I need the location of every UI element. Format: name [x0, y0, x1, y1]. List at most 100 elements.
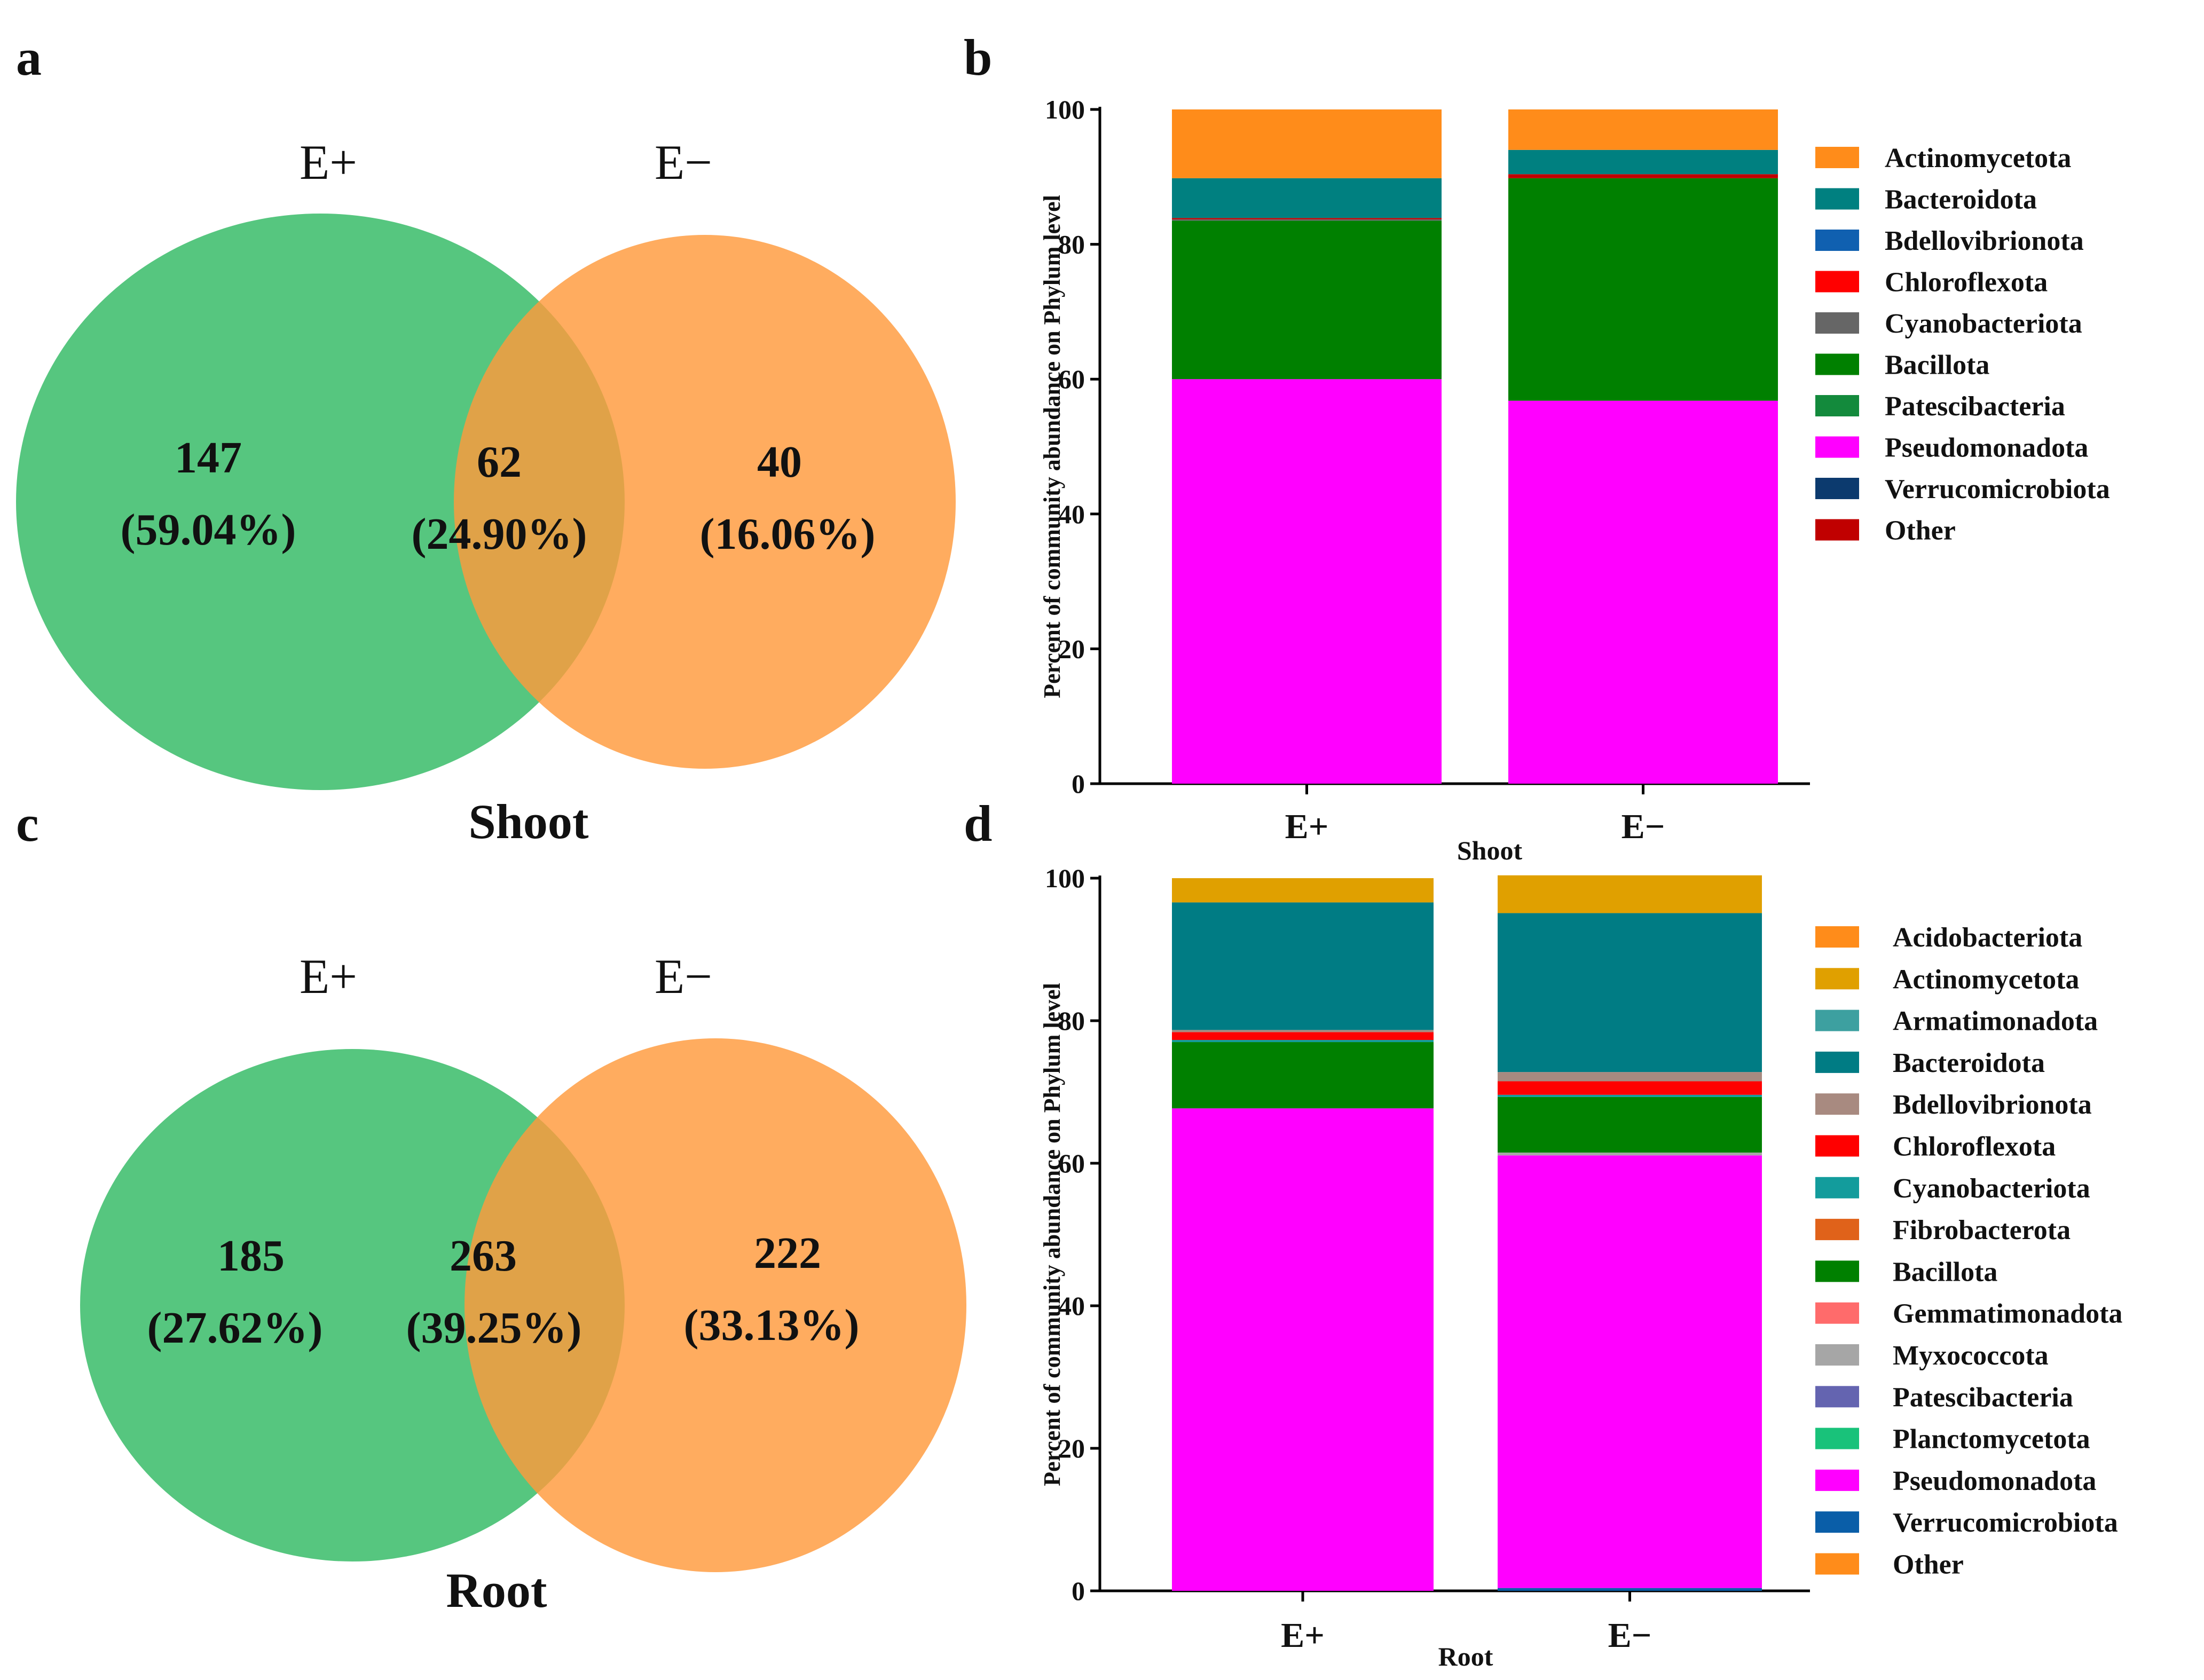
chart-b-ytick-label-0: 0: [1072, 769, 1085, 799]
chart-d-bar-0-cyanobacteriota: [1172, 1040, 1434, 1043]
chart-b-legend-swatch-patescibacteria: [1815, 395, 1859, 416]
chart-d-xtick-label-0: E+: [1281, 1616, 1325, 1655]
chart-b-legend-label-cyanobacteriota: Cyanobacteriota: [1885, 309, 2082, 339]
chart-d-xlabel: Root: [1438, 1642, 1493, 1671]
venn-a-right-pct: (16.06%): [700, 509, 876, 559]
venn-a-left-count: 147: [175, 433, 242, 483]
chart-b-bar-0-actinomycetota: [1172, 109, 1442, 178]
chart-b-bar-1-actinomycetota: [1508, 109, 1778, 150]
chart-d-bar-1-pseudomonadota: [1498, 1155, 1762, 1588]
chart-b-xlabel: Shoot: [1457, 835, 1523, 865]
chart-b-legend-swatch-cyanobacteriota: [1815, 312, 1859, 334]
venn-c-shared-count: 263: [450, 1231, 517, 1281]
chart-b-ylabel: Percent of community abundance on Phylum…: [1039, 195, 1065, 698]
venn-a-set-left-label: E+: [300, 135, 357, 190]
chart-b-xtick-label-1: E−: [1621, 807, 1665, 846]
chart-d-legend-swatch-actinomycetota: [1815, 968, 1859, 990]
chart-d-ytick-label-40: 40: [1058, 1291, 1085, 1321]
chart-b-legend-label-chloroflexota: Chloroflexota: [1885, 267, 2048, 298]
chart-d-legend-swatch-armatimonadota: [1815, 1009, 1859, 1031]
chart-b-legend-label-bacillota: Bacillota: [1885, 350, 1989, 381]
panel-letter-d: d: [964, 795, 992, 852]
chart-d-legend-swatch-fibrobacterota: [1815, 1219, 1859, 1241]
chart-d-legend-label-verrucomicrobiota: Verrucomicrobiota: [1893, 1508, 2118, 1538]
chart-d-bar-0-bacillota: [1172, 1042, 1434, 1109]
chart-d-legend-swatch-acidobacteriota: [1815, 926, 1859, 948]
venn-c-right-circle: [465, 1038, 966, 1572]
chart-d-legend-label-acidobacteriota: Acidobacteriota: [1893, 922, 2082, 953]
chart-d-legend-label-planctomycetota: Planctomycetota: [1893, 1424, 2090, 1455]
chart-d-bar-0-bacteroidota: [1172, 902, 1434, 1030]
venn-a-shared-count: 62: [477, 437, 522, 487]
venn-c-right-count: 222: [754, 1228, 821, 1278]
venn-a-left-pct: (59.04%): [121, 505, 296, 555]
chart-d-legend-swatch-cyanobacteriota: [1815, 1177, 1859, 1198]
chart-b-legend-swatch-bacillota: [1815, 353, 1859, 375]
venn-a-title: Shoot: [469, 794, 589, 849]
chart-d-ytick-label-0: 0: [1072, 1576, 1085, 1606]
chart-d-legend-label-pseudomonadota: Pseudomonadota: [1893, 1466, 2096, 1496]
chart-b-legend-label-pseudomonadota: Pseudomonadota: [1885, 433, 2088, 463]
chart-b-legend-label-other: Other: [1885, 516, 1956, 546]
chart-d-bar-0-bdellovibrionota: [1172, 1030, 1434, 1032]
chart-b-legend-swatch-actinomycetota: [1815, 147, 1859, 168]
chart-b-bar-0-cyanobacteriota: [1172, 219, 1442, 221]
chart-d-bar-1-verrucomicrobiota: [1498, 1588, 1762, 1591]
chart-b-ytick-label-20: 20: [1058, 634, 1085, 664]
venn-a-left-circle: [16, 214, 625, 790]
chart-b-bar-1-bacillota: [1508, 178, 1778, 401]
venn-c-left-circle: [80, 1049, 625, 1561]
chart-b-legend-swatch-chloroflexota: [1815, 271, 1859, 293]
chart-d-bar-1-bacteroidota: [1498, 913, 1762, 1072]
chart-b-legend-label-actinomycetota: Actinomycetota: [1885, 143, 2071, 173]
chart-d-bar-0-chloroflexota: [1172, 1032, 1434, 1040]
chart-b-legend-label-verrucomicrobiota: Verrucomicrobiota: [1885, 474, 2110, 504]
chart-d-legend-label-chloroflexota: Chloroflexota: [1893, 1132, 2056, 1162]
panel-c: c E+ E− 185 (27.62%) 263 (39.25%) 222 (3…: [16, 795, 966, 1618]
chart-b-bar-0-bacteroidota: [1172, 178, 1442, 218]
panel-letter-c: c: [16, 795, 39, 852]
chart-d-legend-label-armatimonadota: Armatimonadota: [1893, 1006, 2098, 1037]
chart-d-legend-label-other: Other: [1893, 1550, 1964, 1580]
venn-c-set-right-label: E−: [655, 949, 712, 1004]
panel-letter-b: b: [964, 29, 992, 86]
chart-d-root: 0 20 40 60 80 100 Percent of community abundan…: [1039, 863, 2122, 1671]
chart-d-legend-label-bacillota: Bacillota: [1893, 1257, 1997, 1287]
venn-c-title: Root: [446, 1563, 547, 1618]
chart-d-legend-label-patescibacteria: Patescibacteria: [1893, 1382, 2073, 1413]
chart-d-bar-1-chloroflexota: [1498, 1081, 1762, 1095]
chart-d-legend-swatch-pseudomonadota: [1815, 1469, 1859, 1491]
chart-d-legend-swatch-bdellovibrionota: [1815, 1093, 1859, 1115]
chart-d-xtick-label-1: E−: [1608, 1616, 1652, 1655]
venn-c-set-left-label: E+: [300, 949, 357, 1004]
chart-d-ytick-label-80: 80: [1058, 1006, 1085, 1036]
chart-b-legend-label-bacteroidota: Bacteroidota: [1885, 185, 2037, 215]
venn-c-shared-pct: (39.25%): [406, 1303, 582, 1353]
chart-d-bar-1-actinomycetota: [1498, 875, 1762, 913]
chart-d-bar-1-bacillota: [1498, 1097, 1762, 1153]
chart-d-bar-1-cyanobacteriota: [1498, 1094, 1762, 1097]
chart-d-legend-label-bacteroidota: Bacteroidota: [1893, 1048, 2045, 1078]
chart-d-legend-label-gemmatimonadota: Gemmatimonadota: [1893, 1299, 2122, 1329]
panel-letter-a: a: [16, 29, 42, 86]
chart-d-bar-0-actinomycetota: [1172, 878, 1434, 903]
chart-d-ytick-label-100: 100: [1045, 863, 1085, 893]
chart-b-bar-0-other: [1172, 218, 1442, 219]
venn-c-left-count: 185: [217, 1231, 285, 1281]
chart-b-bar-1-pseudomonadota: [1508, 400, 1778, 784]
chart-b-ytick-label-60: 60: [1058, 364, 1085, 394]
chart-d-legend-swatch-other: [1815, 1553, 1859, 1575]
chart-b-legend-swatch-pseudomonadota: [1815, 436, 1859, 458]
chart-d-legend-swatch-bacillota: [1815, 1260, 1859, 1282]
chart-b-bar-0-bacillota: [1172, 220, 1442, 380]
chart-d-legend-label-myxococcota: Myxococcota: [1893, 1340, 2049, 1371]
chart-b-legend-swatch-other: [1815, 519, 1859, 541]
panel-a: a E+ E− 147 (59.04%) 62 (24.90%) 40 (16.…: [16, 29, 956, 849]
chart-d-legend-swatch-gemmatimonadota: [1815, 1302, 1859, 1324]
chart-b-xtick-label-0: E+: [1285, 807, 1329, 846]
chart-b-bar-1-other: [1508, 174, 1778, 178]
venn-a-right-count: 40: [757, 437, 802, 487]
chart-b-bar-0-pseudomonadota: [1172, 379, 1442, 784]
chart-d-legend-swatch-bacteroidota: [1815, 1051, 1859, 1073]
